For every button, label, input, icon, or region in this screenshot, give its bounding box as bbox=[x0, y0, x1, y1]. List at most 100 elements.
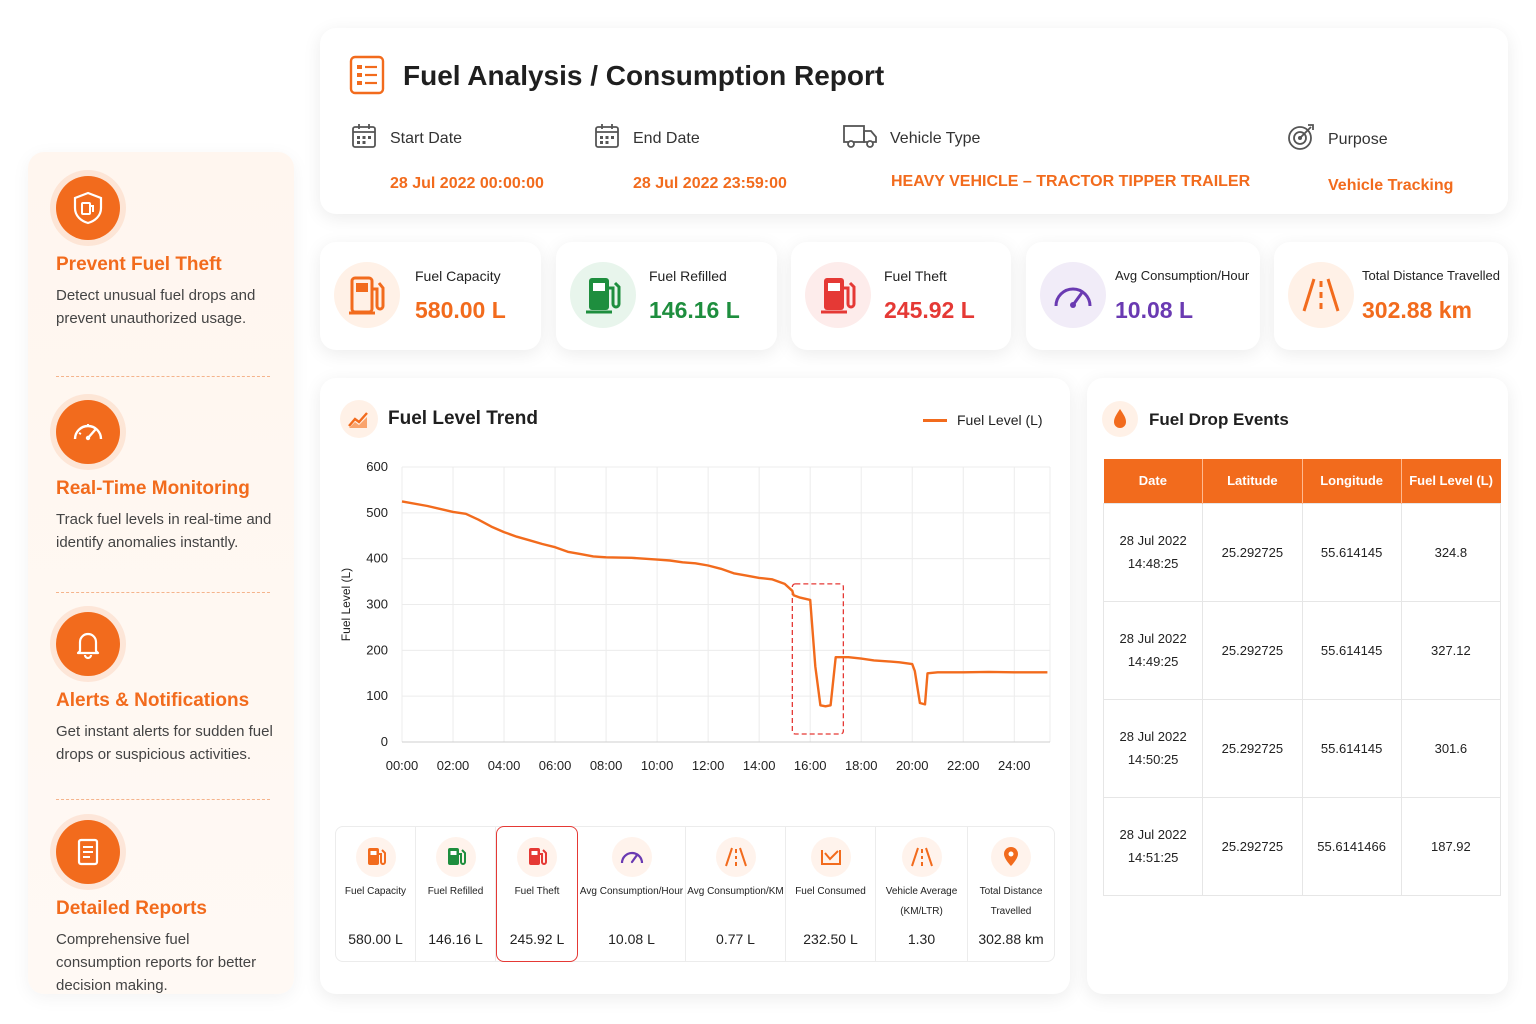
chart-legend[interactable]: Fuel Level (L) bbox=[923, 412, 1043, 428]
divider bbox=[56, 376, 270, 377]
cell-longitude: 55.614145 bbox=[1301, 698, 1402, 798]
legend-label: Fuel Level (L) bbox=[957, 412, 1043, 428]
stat-total-distance-travelled[interactable]: Total Distance Travelled 302.88 km bbox=[968, 827, 1054, 961]
table-row[interactable]: 28 Jul 2022 14:48:25 25.292725 55.614145 324… bbox=[1102, 502, 1502, 602]
stat-value: 302.88 km bbox=[978, 931, 1044, 947]
stat-label: Vehicle Average (KM/LTR) bbox=[885, 886, 958, 917]
feature-title: Alerts & Notifications bbox=[56, 690, 250, 711]
end-date-value: 28 Jul 2022 23:59:00 bbox=[633, 175, 787, 192]
features-sidebar: Prevent Fuel Theft Detect unusual fuel d… bbox=[28, 152, 294, 994]
vehicle-type-value: HEAVY VEHICLE – TRACTOR TIPPER TRAILER bbox=[891, 173, 1251, 190]
kpi-fuel-theft: Fuel Theft 245.92 L bbox=[791, 242, 1011, 350]
feature-description: Track fuel levels in real-time and ident… bbox=[56, 511, 272, 551]
stat-avg-consumption-km[interactable]: Avg Consumption/KM 0.77 L bbox=[686, 827, 786, 961]
end-date-field: End Date 28 Jul 2022 23:59:00 bbox=[593, 122, 787, 193]
road-icon bbox=[1288, 262, 1354, 328]
speedometer-icon bbox=[56, 400, 120, 464]
stat-fuel-refilled[interactable]: Fuel Refilled 146.16 L bbox=[416, 827, 496, 961]
stat-value: 146.16 L bbox=[428, 931, 483, 947]
feature-description: Detect unusual fuel drops and prevent un… bbox=[56, 287, 256, 327]
fuel-pump-icon bbox=[355, 837, 396, 877]
stat-fuel-theft[interactable]: Fuel Theft 245.92 L bbox=[496, 826, 578, 962]
feature-title: Real-Time Monitoring bbox=[56, 478, 250, 499]
purpose-label: Purpose bbox=[1328, 130, 1388, 148]
chart-title: Fuel Level Trend bbox=[388, 408, 538, 429]
x-tick-label: 22:00 bbox=[947, 758, 980, 773]
kpi-value: 146.16 L bbox=[649, 297, 740, 323]
fuel-drop-events-table: Date Latitude Longitude Fuel Level (L) 28 J… bbox=[1102, 459, 1502, 896]
stat-fuel-consumed[interactable]: Fuel Consumed 232.50 L bbox=[786, 827, 876, 961]
cell-fuel-level: 324.8 bbox=[1400, 502, 1502, 602]
cell-date: 28 Jul 2022 14:49:25 bbox=[1102, 600, 1204, 700]
stat-fuel-capacity[interactable]: Fuel Capacity 580.00 L bbox=[336, 827, 416, 961]
cell-date-time: 14:49:25 bbox=[1127, 654, 1179, 669]
fuel-drop-events-card: Fuel Drop Events Date Latitude Longitude Fu… bbox=[1087, 378, 1508, 994]
y-tick-label: 100 bbox=[366, 688, 388, 703]
fuel-level-line-chart: 0 100 200 300 400 500 600 00:00 02:00 04:00 06:00 0… bbox=[339, 459, 1051, 773]
column-header[interactable]: Longitude bbox=[1302, 459, 1402, 503]
vehicle-type-label: Vehicle Type bbox=[890, 129, 981, 147]
stat-label: Total Distance Travelled bbox=[979, 886, 1043, 917]
fuel-stats-strip: Fuel Capacity 580.00 L Fuel Refilled 146.16… bbox=[335, 826, 1055, 962]
stat-label: Avg Consumption/KM bbox=[687, 886, 784, 897]
report-icon bbox=[56, 820, 120, 884]
x-tick-label: 04:00 bbox=[488, 758, 521, 773]
cell-date-day: 28 Jul 2022 bbox=[1119, 533, 1187, 548]
fuel-pump-icon bbox=[570, 262, 636, 328]
stat-label: Avg Consumption/Hour bbox=[579, 886, 684, 897]
x-tick-label: 12:00 bbox=[692, 758, 725, 773]
divider bbox=[56, 592, 270, 593]
fuel-level-trend-card: Fuel Level Trend Fuel Level (L) 0 100 200 3… bbox=[320, 378, 1070, 994]
theft-highlight-box bbox=[791, 583, 845, 735]
table-row[interactable]: 28 Jul 2022 14:49:25 25.292725 55.614145 327… bbox=[1102, 600, 1502, 700]
start-date-field: Start Date 28 Jul 2022 00:00:00 bbox=[350, 122, 544, 193]
feature-prevent-theft: Prevent Fuel Theft Detect unusual fuel d… bbox=[56, 176, 276, 330]
cell-latitude: 25.292725 bbox=[1202, 698, 1303, 798]
truck-icon bbox=[842, 122, 878, 155]
kpi-total-distance: Total Distance Travelled 302.88 km bbox=[1274, 242, 1508, 350]
drop-icon bbox=[1101, 400, 1139, 443]
column-header[interactable]: Latitude bbox=[1202, 459, 1303, 503]
location-pin-icon bbox=[991, 837, 1031, 877]
cell-latitude: 25.292725 bbox=[1202, 502, 1303, 602]
table-row[interactable]: 28 Jul 2022 14:51:25 25.292725 55.6141466 18… bbox=[1102, 796, 1502, 896]
x-tick-label: 02:00 bbox=[437, 758, 470, 773]
stat-value: 0.77 L bbox=[716, 931, 755, 947]
stat-avg-consumption-hour[interactable]: Avg Consumption/Hour 10.08 L bbox=[578, 827, 686, 961]
cell-date-day: 28 Jul 2022 bbox=[1119, 827, 1187, 842]
cell-date: 28 Jul 2022 14:51:25 bbox=[1102, 796, 1204, 896]
cell-date-time: 14:51:25 bbox=[1127, 850, 1179, 865]
column-header[interactable]: Date bbox=[1103, 459, 1204, 503]
start-date-value: 28 Jul 2022 00:00:00 bbox=[390, 175, 544, 192]
column-header[interactable]: Fuel Level (L) bbox=[1401, 459, 1501, 503]
x-tick-label: 24:00 bbox=[998, 758, 1031, 773]
stat-value: 245.92 L bbox=[509, 931, 565, 947]
feature-alerts: Alerts & Notifications Get instant alert… bbox=[56, 612, 276, 766]
cell-date: 28 Jul 2022 14:48:25 bbox=[1102, 502, 1204, 602]
feature-reports: Detailed Reports Comprehensive fuel cons… bbox=[56, 820, 276, 997]
cell-fuel-level: 187.92 bbox=[1400, 796, 1502, 896]
x-tick-label: 00:00 bbox=[386, 758, 419, 773]
table-row[interactable]: 28 Jul 2022 14:50:25 25.292725 55.614145 301… bbox=[1102, 698, 1502, 798]
vehicle-type-field: Vehicle Type HEAVY VEHICLE – TRACTOR TIP… bbox=[842, 122, 1250, 191]
bell-icon bbox=[56, 612, 120, 676]
stat-label: Fuel Capacity bbox=[344, 886, 407, 897]
y-tick-label: 600 bbox=[366, 459, 388, 474]
x-tick-label: 16:00 bbox=[794, 758, 827, 773]
road-icon bbox=[901, 837, 942, 877]
y-tick-label: 300 bbox=[366, 597, 388, 612]
cell-date-day: 28 Jul 2022 bbox=[1119, 729, 1187, 744]
target-icon bbox=[1286, 122, 1316, 157]
start-date-label: Start Date bbox=[390, 129, 463, 147]
feature-description: Get instant alerts for sudden fuel drops… bbox=[56, 723, 273, 763]
x-tick-label: 10:00 bbox=[641, 758, 674, 773]
cell-longitude: 55.6141466 bbox=[1301, 796, 1402, 896]
kpi-fuel-capacity: Fuel Capacity 580.00 L bbox=[320, 242, 541, 350]
x-tick-label: 14:00 bbox=[743, 758, 776, 773]
speedometer-icon bbox=[611, 837, 652, 877]
page-title: Fuel Analysis / Consumption Report bbox=[403, 60, 885, 91]
purpose-value: Vehicle Tracking bbox=[1328, 177, 1454, 194]
stat-vehicle-average-km-ltr[interactable]: Vehicle Average (KM/LTR) 1.30 bbox=[876, 827, 968, 961]
kpi-value: 580.00 L bbox=[415, 297, 506, 323]
kpi-value: 10.08 L bbox=[1115, 297, 1193, 323]
